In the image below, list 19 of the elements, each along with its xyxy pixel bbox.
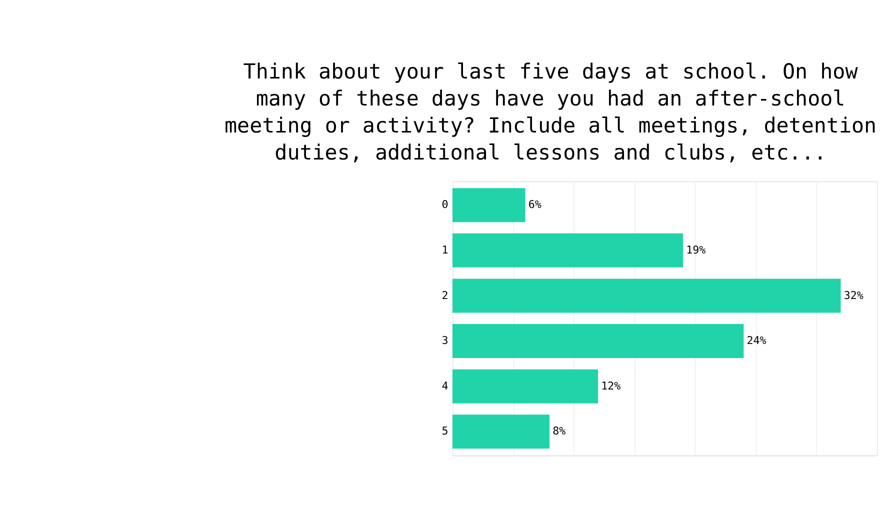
bar (452, 369, 598, 404)
bar (452, 324, 744, 358)
y-tick-label: 0 (442, 198, 448, 212)
bar (452, 188, 526, 222)
y-tick-label: 3 (442, 334, 448, 348)
data-label: 6% (528, 198, 542, 212)
data-label: 12% (601, 379, 622, 392)
bar (452, 233, 684, 268)
data-label: 8% (552, 424, 566, 438)
y-tick-label: 4 (442, 379, 448, 392)
y-tick-label: 5 (442, 424, 448, 438)
data-label: 19% (686, 244, 706, 257)
data-label: 24% (746, 334, 767, 348)
data-label: 32% (844, 288, 864, 302)
bar (452, 278, 841, 313)
chart-title: Think about your last five days at school. On how many of these days have you had an after-school meeting or activity? Include all meetings, detention duties, additional lessons and clubs, etc... (224, 60, 877, 165)
y-tick-label: 2 (442, 288, 448, 302)
y-tick-label: 1 (442, 244, 448, 257)
bar (452, 414, 550, 449)
